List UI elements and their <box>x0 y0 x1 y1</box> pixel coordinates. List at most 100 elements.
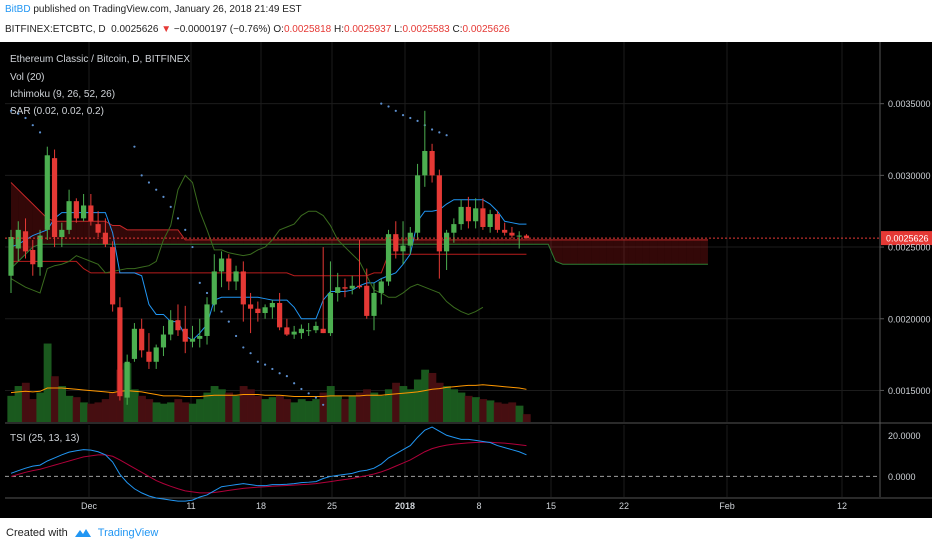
sar-dot <box>285 375 288 378</box>
high-value: 0.0025937 <box>344 24 392 35</box>
sar-dot <box>24 116 27 120</box>
candle-body <box>277 302 283 328</box>
volume-bar <box>65 395 74 422</box>
volume-bar <box>159 403 168 422</box>
volume-bar <box>239 386 248 422</box>
ichimoku-cloud-segment <box>504 239 512 245</box>
candle-body <box>356 285 363 288</box>
x-tick-label: Dec <box>81 501 98 511</box>
ichimoku-cloud-segment <box>243 239 251 245</box>
candle-body <box>226 258 232 282</box>
volume-bar <box>196 399 204 422</box>
candle-body <box>298 328 304 334</box>
candle-body <box>487 214 493 227</box>
tsi-line <box>10 426 527 502</box>
ichimoku-cloud-segment <box>337 239 345 245</box>
ichimoku-cloud-segment <box>678 239 687 265</box>
candle-body <box>516 235 522 237</box>
symbol-label: BITFINEX:ETCBTC, D <box>5 24 106 35</box>
candle-body <box>30 249 36 265</box>
volume-bar <box>305 401 313 422</box>
volume-bar <box>217 389 226 422</box>
volume-bar <box>152 402 161 422</box>
ichimoku-cloud-segment <box>490 239 498 245</box>
candle-body <box>66 201 72 230</box>
volume-bar <box>50 376 59 422</box>
candle-body <box>44 155 50 230</box>
sar-dot <box>445 134 448 137</box>
ichimoku-cloud-segment <box>417 239 425 245</box>
candle-body <box>124 361 130 398</box>
candle-body <box>139 328 145 351</box>
legend-volume: Vol (20) <box>10 72 45 83</box>
candle-body <box>502 229 508 233</box>
candle-body <box>509 232 515 236</box>
sar-dot <box>155 188 158 191</box>
ichimoku-cloud-segment <box>315 239 324 245</box>
volume-bar <box>130 389 139 422</box>
sar-dot <box>140 174 143 177</box>
candle-body <box>117 307 123 397</box>
ichimoku-cloud-segment <box>599 239 607 265</box>
y-tick-label: 0.0015000 <box>888 386 931 396</box>
ichimoku-cloud-segment <box>424 239 433 245</box>
volume-bar <box>392 382 401 422</box>
volume-bar <box>348 395 357 422</box>
ichimoku-cloud-segment <box>177 229 186 245</box>
author-link[interactable]: BitBD <box>5 4 31 15</box>
ichimoku-cloud-segment <box>112 225 120 245</box>
sar-dot <box>17 112 20 115</box>
ichimoku-cloud-segment <box>526 239 534 245</box>
candle-body <box>335 287 341 293</box>
volume-bar <box>435 382 444 422</box>
low-label: L: <box>394 24 403 35</box>
chart-area[interactable]: 0.0025626 0.0035000 0.0030000 0.0025000 0.00… <box>0 42 932 518</box>
ichimoku-cloud-segment <box>163 229 171 245</box>
ichimoku-cloud-segment <box>540 239 549 245</box>
current-price-label: 0.0025626 <box>886 234 929 244</box>
volume-bar <box>29 399 38 422</box>
ichimoku-cloud-segment <box>366 239 374 245</box>
volume-bar <box>36 392 45 422</box>
volume-bar <box>174 399 183 422</box>
ichimoku-cloud-segment <box>76 221 84 245</box>
volume-bar <box>210 386 219 422</box>
volume-bar <box>406 389 415 422</box>
sar-dot <box>293 382 296 385</box>
ichimoku-cloud-segment <box>330 239 338 245</box>
tradingview-link[interactable]: TradingView <box>97 527 159 539</box>
sar-dot <box>162 195 165 198</box>
volume-bar <box>167 402 175 422</box>
sar-dot <box>278 372 281 375</box>
sar-dot <box>220 310 223 313</box>
candle-body <box>429 150 435 176</box>
ichimoku-cloud-segment <box>468 239 476 245</box>
volume-bar <box>87 403 96 422</box>
candle-body <box>494 214 501 230</box>
ohlc-line: BITFINEX:ETCBTC, D 0.0025626 ▼ −0.000019… <box>5 24 510 35</box>
volume-bar <box>421 369 430 422</box>
ichimoku-cloud-segment <box>562 239 571 265</box>
candle-body <box>37 235 43 268</box>
candle-body <box>327 292 334 334</box>
volume-bar <box>486 400 495 422</box>
candle-body <box>81 205 87 219</box>
x-tick-label: 25 <box>327 501 337 511</box>
candle-body <box>146 351 152 362</box>
price-chart[interactable]: 0.0025626 0.0035000 0.0030000 0.0025000 0.00… <box>0 42 932 518</box>
ichimoku-cloud-segment <box>642 239 650 265</box>
volume-bar <box>138 395 146 422</box>
ichimoku-cloud-segment <box>475 239 483 245</box>
sar-dot <box>9 109 13 112</box>
tsi-tick-label: 20.0000 <box>888 431 921 441</box>
candle-body <box>342 287 348 289</box>
footer: Created with TradingView <box>6 527 158 539</box>
volume-bar <box>254 395 263 422</box>
sar-dot <box>271 367 274 371</box>
sar-dot <box>205 291 209 295</box>
ichimoku-cloud-segment <box>555 239 563 265</box>
candle-body <box>262 307 268 314</box>
volume-bar <box>334 395 342 422</box>
ichimoku-cloud-segment <box>250 239 258 245</box>
ichimoku-cloud-segment <box>584 239 592 265</box>
